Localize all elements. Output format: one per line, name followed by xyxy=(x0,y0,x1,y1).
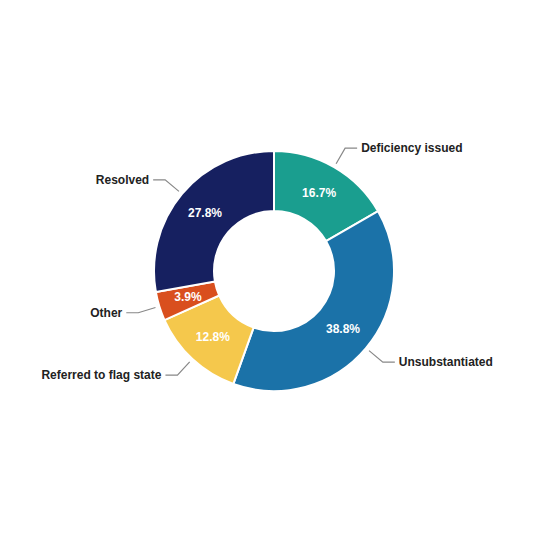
category-label: Unsubstantiated xyxy=(399,355,493,369)
category-label: Other xyxy=(90,306,122,320)
leader-line xyxy=(336,148,357,164)
leader-line xyxy=(126,307,155,312)
category-label: Deficiency issued xyxy=(361,141,462,155)
chart: 16.7% Deficiency issued 38.8% Unsubstantiat… xyxy=(0,0,548,542)
data-label: 12.8% xyxy=(196,330,230,344)
labels: 16.7% Deficiency issued 38.8% Unsubstantiat… xyxy=(41,141,492,382)
slice xyxy=(154,151,274,292)
data-label: 27.8% xyxy=(188,206,222,220)
slices xyxy=(154,151,394,391)
leader-line xyxy=(153,180,179,192)
data-label: 16.7% xyxy=(302,186,336,200)
category-label: Referred to flag state xyxy=(41,368,161,382)
data-label: 3.9% xyxy=(174,290,202,304)
leader-line xyxy=(369,351,395,363)
data-label: 38.8% xyxy=(326,322,360,336)
category-label: Resolved xyxy=(96,173,149,187)
leader-line xyxy=(165,362,189,375)
slice xyxy=(233,211,394,391)
